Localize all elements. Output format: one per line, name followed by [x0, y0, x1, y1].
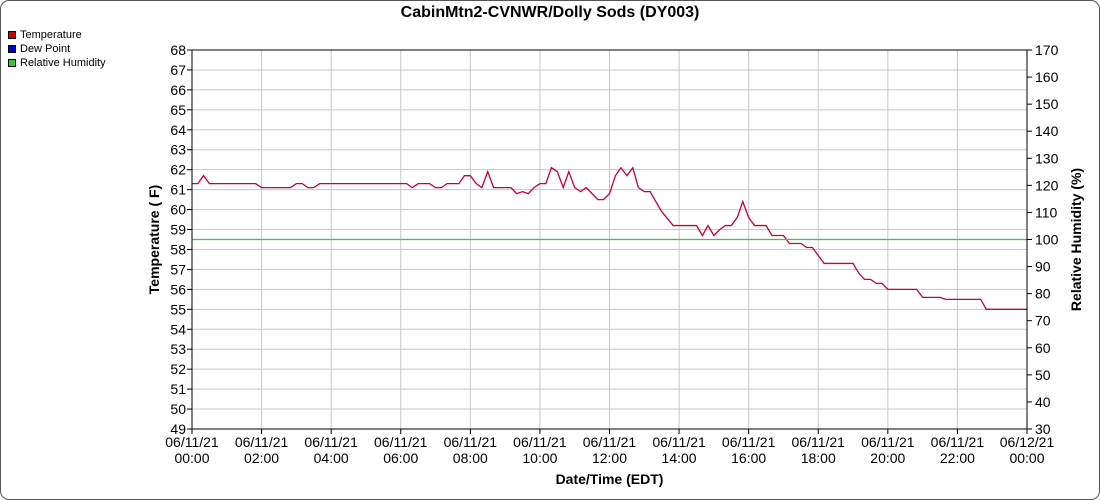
- y2-tick-label: 120: [1035, 177, 1059, 193]
- x-tick-label-date: 06/11/21: [304, 434, 358, 450]
- x-tick-label-time: 02:00: [244, 450, 279, 466]
- x-tick-label-date: 06/12/21: [1000, 434, 1055, 450]
- y-tick-label: 61: [170, 182, 186, 198]
- x-tick-label-date: 06/11/21: [513, 434, 567, 450]
- x-tick-label-date: 06/11/21: [722, 434, 776, 450]
- y-tick-label: 55: [170, 301, 186, 317]
- chart-title: CabinMtn2-CVNWR/Dolly Sods (DY003): [400, 4, 700, 21]
- y2-tick-label: 100: [1035, 232, 1059, 248]
- y-tick-label: 53: [170, 341, 186, 357]
- y-tick-label: 63: [170, 142, 186, 158]
- y-tick-label: 59: [170, 222, 186, 238]
- y-tick-label: 50: [170, 401, 186, 417]
- y2-tick-label: 60: [1035, 340, 1051, 356]
- x-tick-label-date: 06/11/21: [583, 434, 637, 450]
- x-tick-label-date: 06/11/21: [165, 434, 219, 450]
- legend-item-temperature: Temperature: [8, 28, 106, 42]
- x-tick-label-date: 06/11/21: [861, 434, 915, 450]
- series-line-temperature: [192, 166, 1027, 310]
- y-tick-label: 52: [170, 361, 186, 377]
- y-tick-label: 62: [170, 162, 186, 178]
- y-tick-label: 54: [170, 321, 186, 337]
- ticks: 49 50 51 52 53 54 55 56 57 58 59 60 61 62 63 64 65 66 67 68…: [165, 42, 1058, 466]
- y-tick-label: 60: [170, 202, 186, 218]
- x-axis-title: Date/Time (EDT): [556, 471, 664, 487]
- legend-label-temperature: Temperature: [20, 29, 82, 41]
- y2-tick-label: 140: [1035, 123, 1059, 139]
- y2-tick-label: 130: [1035, 150, 1059, 166]
- x-tick-label-time: 04:00: [314, 450, 349, 466]
- x-tick-label-date: 06/11/21: [444, 434, 498, 450]
- y-tick-label: 68: [170, 42, 186, 58]
- x-tick-label-date: 06/11/21: [792, 434, 846, 450]
- y-axis-title: Temperature ( F): [146, 185, 162, 294]
- y-tick-label: 65: [170, 102, 186, 118]
- x-tick-label-date: 06/11/21: [235, 434, 289, 450]
- grid: [191, 49, 1028, 430]
- y-tick-label: 49: [170, 421, 186, 437]
- y2-tick-label: 170: [1035, 42, 1059, 58]
- y-tick-label: 66: [170, 82, 186, 98]
- y-tick-label: 58: [170, 241, 186, 257]
- x-tick-label-time: 14:00: [662, 450, 697, 466]
- x-tick-label-date: 06/11/21: [652, 434, 706, 450]
- x-tick-label-time: 12:00: [592, 450, 627, 466]
- series-layer: [192, 166, 1027, 310]
- y2-tick-label: 50: [1035, 367, 1051, 383]
- y2-tick-label: 160: [1035, 69, 1059, 85]
- x-tick-label-time: 00:00: [1009, 450, 1044, 466]
- x-tick-label-time: 10:00: [522, 450, 557, 466]
- x-tick-label-time: 22:00: [940, 450, 975, 466]
- y-tick-label: 56: [170, 281, 186, 297]
- x-tick-label-time: 18:00: [801, 450, 836, 466]
- y2-tick-label: 70: [1035, 313, 1051, 329]
- y2-tick-label: 150: [1035, 96, 1059, 112]
- y2-tick-label: 80: [1035, 286, 1051, 302]
- y2-tick-label: 90: [1035, 259, 1051, 275]
- y-tick-label: 64: [170, 122, 186, 138]
- legend: Temperature Dew Point Relative Humidity: [8, 28, 106, 70]
- legend-item-relative-humidity: Relative Humidity: [8, 56, 106, 70]
- y-tick-label: 67: [170, 62, 186, 78]
- legend-label-dew-point: Dew Point: [20, 43, 71, 55]
- y-tick-label: 57: [170, 261, 186, 277]
- y2-tick-label: 30: [1035, 421, 1051, 437]
- legend-swatch-relative-humidity: [8, 59, 16, 67]
- legend-swatch-dew-point: [8, 45, 16, 53]
- legend-label-relative-humidity: Relative Humidity: [20, 57, 106, 69]
- x-tick-label-time: 06:00: [383, 450, 418, 466]
- y2-tick-label: 110: [1035, 204, 1058, 220]
- x-tick-label-time: 08:00: [453, 450, 488, 466]
- y-tick-label: 51: [170, 381, 186, 397]
- y2-axis-title: Relative Humidity (%): [1068, 168, 1084, 311]
- x-tick-label-time: 20:00: [870, 450, 905, 466]
- x-tick-label-date: 06/11/21: [374, 434, 428, 450]
- x-tick-label-time: 16:00: [731, 450, 766, 466]
- x-tick-label-time: 00:00: [174, 450, 209, 466]
- legend-item-dew-point: Dew Point: [8, 42, 106, 56]
- y2-tick-label: 40: [1035, 394, 1051, 410]
- x-tick-label-date: 06/11/21: [931, 434, 985, 450]
- legend-swatch-temperature: [8, 31, 16, 39]
